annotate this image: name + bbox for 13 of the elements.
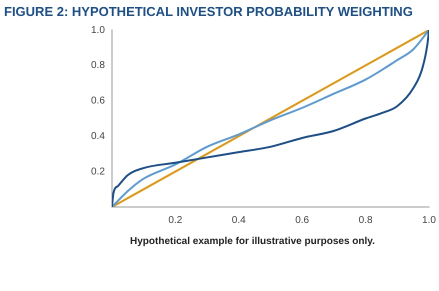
x-tick-label: 0.4	[232, 214, 246, 226]
line-series	[112, 30, 429, 207]
x-tick-label: 0.8	[358, 214, 373, 226]
y-tick-label: 0.8	[90, 60, 106, 72]
chart-title: FIGURE 2: HYPOTHETICAL INVESTOR PROBABILITY WEIGHTING	[4, 4, 413, 19]
x-tick-label: 0.6	[295, 214, 310, 226]
x-tick-label: 0.2	[168, 214, 183, 226]
y-tick-label: 0.4	[90, 130, 106, 142]
text: Hypothetical example for illustrative purposes only.	[130, 236, 375, 247]
y-tick-label: 0.2	[90, 166, 106, 178]
y-tick-label: 0.6	[90, 96, 106, 107]
x-tick-label: 1.0	[422, 214, 436, 226]
y-tick-label: 1.0	[90, 24, 106, 36]
